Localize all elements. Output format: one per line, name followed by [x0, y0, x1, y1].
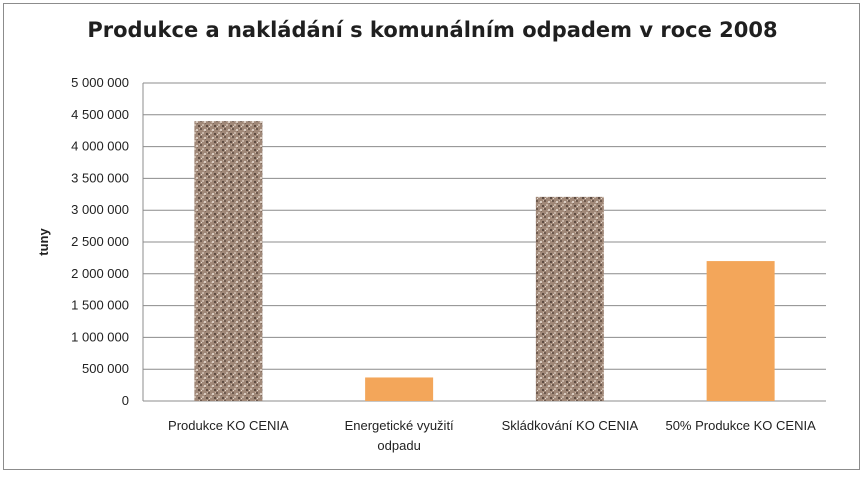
bar [194, 121, 263, 401]
y-tick-label: 3 500 000 [71, 170, 129, 185]
y-tick-label: 1 000 000 [71, 329, 129, 344]
x-category-label: Energetické využití odpadu [345, 418, 454, 453]
y-tick-label: 2 000 000 [71, 266, 129, 281]
y-axis-label: tuny [36, 228, 51, 256]
bar [535, 196, 604, 401]
y-tick-label: 5 000 000 [71, 75, 129, 90]
y-tick-label: 2 500 000 [71, 234, 129, 249]
y-tick-label: 0 [122, 393, 129, 408]
x-category-label: 50% Produkce KO CENIA [665, 418, 816, 433]
y-tick-label: 500 000 [82, 361, 129, 376]
x-category-label: Produkce KO CENIA [168, 418, 289, 433]
y-tick-label: 3 000 000 [71, 202, 129, 217]
x-category-label: Skládkování KO CENIA [502, 418, 639, 433]
y-tick-label: 4 500 000 [71, 107, 129, 122]
bar [365, 377, 434, 401]
y-tick-label: 1 500 000 [71, 298, 129, 313]
chart-title: Produkce a nakládání s komunálním odpade… [87, 18, 778, 42]
bar [706, 261, 775, 401]
y-tick-label: 4 000 000 [71, 139, 129, 154]
